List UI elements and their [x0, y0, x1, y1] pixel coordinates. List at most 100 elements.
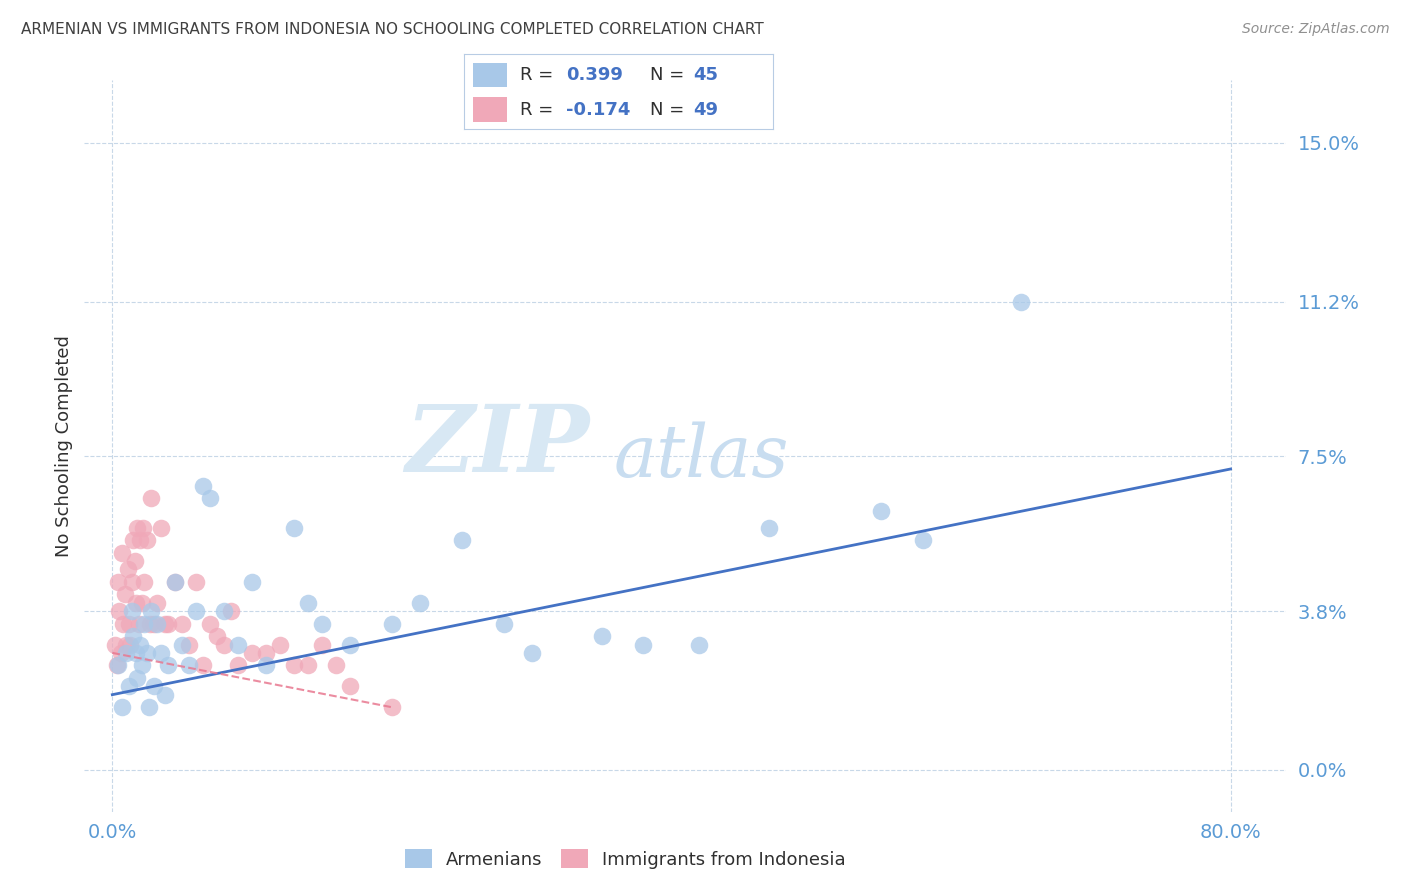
Point: [105, 658, 128, 673]
Point: [111, 545, 134, 559]
Point: [131, 596, 153, 610]
Point: [128, 616, 150, 631]
Point: [132, 520, 155, 534]
Text: 0.399: 0.399: [567, 66, 623, 84]
Point: [339, 638, 361, 652]
Point: [283, 658, 305, 673]
Point: [179, 638, 201, 652]
Point: [240, 574, 263, 589]
Point: [117, 562, 139, 576]
Point: [325, 658, 347, 673]
Point: [254, 646, 277, 660]
Point: [122, 629, 145, 643]
Text: 49: 49: [693, 101, 718, 119]
Text: Source: ZipAtlas.com: Source: ZipAtlas.com: [1241, 22, 1389, 37]
Point: [1010, 294, 1032, 309]
Point: [150, 520, 173, 534]
Point: [115, 638, 138, 652]
Point: [129, 638, 152, 652]
Point: [146, 616, 169, 631]
Text: -0.174: -0.174: [567, 101, 630, 119]
Point: [111, 700, 134, 714]
Point: [212, 638, 235, 652]
Point: [139, 616, 162, 631]
Point: [129, 533, 152, 547]
Point: [141, 491, 163, 506]
FancyBboxPatch shape: [474, 62, 508, 87]
Point: [127, 671, 149, 685]
Point: [125, 646, 148, 660]
Point: [136, 646, 159, 660]
Point: [107, 658, 129, 673]
Text: N =: N =: [650, 101, 689, 119]
Point: [146, 596, 169, 610]
Point: [226, 658, 249, 673]
Text: ARMENIAN VS IMMIGRANTS FROM INDONESIA NO SCHOOLING COMPLETED CORRELATION CHART: ARMENIAN VS IMMIGRANTS FROM INDONESIA NO…: [21, 22, 763, 37]
Point: [409, 596, 432, 610]
Point: [104, 638, 127, 652]
Point: [212, 604, 235, 618]
Point: [112, 616, 135, 631]
Point: [157, 616, 180, 631]
Point: [165, 574, 187, 589]
Point: [120, 638, 142, 652]
Text: N =: N =: [650, 66, 689, 84]
Point: [381, 616, 404, 631]
Point: [688, 638, 710, 652]
Point: [297, 596, 319, 610]
Point: [520, 646, 543, 660]
Point: [381, 700, 404, 714]
Point: [118, 616, 141, 631]
Text: ZIP: ZIP: [405, 401, 589, 491]
Point: [108, 604, 131, 618]
Point: [193, 658, 215, 673]
Point: [143, 616, 166, 631]
Point: [125, 596, 148, 610]
Point: [912, 533, 935, 547]
Point: [157, 658, 180, 673]
Point: [110, 646, 132, 660]
Legend: Armenians, Immigrants from Indonesia: Armenians, Immigrants from Indonesia: [398, 842, 853, 876]
Point: [172, 616, 194, 631]
Text: atlas: atlas: [613, 422, 789, 492]
Text: R =: R =: [520, 101, 558, 119]
Point: [758, 520, 780, 534]
Point: [121, 604, 143, 618]
Point: [141, 604, 163, 618]
Point: [172, 638, 194, 652]
Point: [591, 629, 613, 643]
Y-axis label: No Schooling Completed: No Schooling Completed: [55, 335, 73, 557]
Text: R =: R =: [520, 66, 558, 84]
Point: [134, 616, 156, 631]
Point: [450, 533, 472, 547]
Point: [138, 700, 160, 714]
Point: [121, 574, 143, 589]
Point: [114, 587, 136, 601]
Point: [134, 574, 156, 589]
Point: [198, 491, 221, 506]
Point: [155, 616, 177, 631]
Point: [870, 504, 893, 518]
Point: [179, 658, 201, 673]
Point: [165, 574, 187, 589]
Point: [143, 679, 166, 693]
Point: [339, 679, 361, 693]
Point: [186, 604, 208, 618]
Point: [127, 520, 149, 534]
Point: [205, 629, 228, 643]
Point: [240, 646, 263, 660]
Point: [226, 638, 249, 652]
Point: [283, 520, 305, 534]
Point: [633, 638, 655, 652]
Point: [269, 638, 291, 652]
Point: [254, 658, 277, 673]
Point: [492, 616, 515, 631]
Point: [155, 688, 177, 702]
Point: [219, 604, 242, 618]
Point: [198, 616, 221, 631]
FancyBboxPatch shape: [474, 97, 508, 122]
Text: 45: 45: [693, 66, 718, 84]
Point: [193, 479, 215, 493]
Point: [124, 554, 146, 568]
Point: [311, 638, 333, 652]
